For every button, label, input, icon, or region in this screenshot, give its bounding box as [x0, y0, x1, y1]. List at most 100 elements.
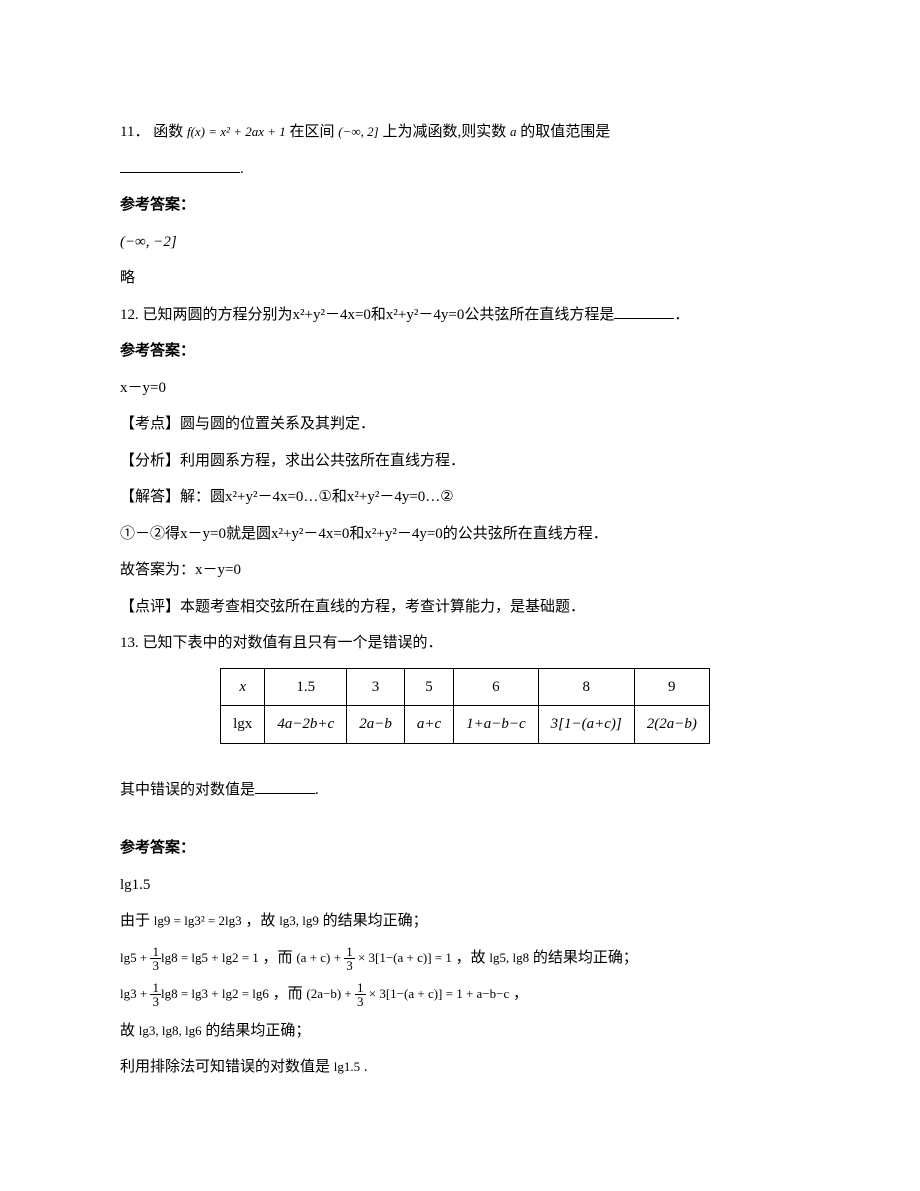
t: 利用排除法可知错误的对数值是 [120, 1059, 330, 1075]
denominator: 3 [150, 959, 161, 972]
q12-text1: 已知两圆的方程分别为x²+y²－4x=0和x²+y²－4y=0公共弦所在直线方程… [143, 307, 615, 323]
table-row: x 1.5 3 5 6 8 9 [221, 668, 710, 706]
th-5: 8 [538, 668, 634, 706]
q11-stem: 11． 函数 f(x) = x² + 2ax + 1 在区间 (−∞, 2] 上… [120, 118, 810, 147]
q11-answer: (−∞, −2] [120, 228, 810, 257]
q12-dianping: 【点评】本题考查相交弦所在直线的方程，考查计算能力，是基础题． [120, 593, 810, 622]
table-row: lgx 4a−2b+c 2a−b a+c 1+a−b−c 3[1−(a+c)] … [221, 706, 710, 744]
circled-1: ① [318, 488, 331, 505]
fraction: 13 [344, 945, 355, 972]
cell-6: 2(2a−b) [634, 706, 709, 744]
q13-period: . [315, 782, 319, 798]
cell-1: 4a−2b+c [265, 706, 347, 744]
t: 的结果均正确； [533, 950, 638, 966]
ref-answer-label: 参考答案： [120, 337, 810, 366]
t: 由于 [120, 913, 150, 929]
q12-jieda: 【解答】解：圆x²+y²－4x=0…①和x²+y²－4y=0…② [120, 483, 810, 512]
t: 的结果均正确； [323, 913, 428, 929]
q13-stem: 13. 已知下表中的对数值有且只有一个是错误的． [120, 629, 810, 658]
q13-answer: lg1.5 [120, 871, 810, 900]
q12-jieda-prefix: 【解答】解：圆x²+y²－4x=0… [120, 489, 318, 505]
fraction: 13 [150, 945, 161, 972]
q12-step2: ①－②得x－y=0就是圆x²+y²－4x=0和x²+y²－4y=0的公共弦所在直… [120, 520, 810, 549]
t: ，故 [456, 950, 486, 966]
formula: lg5 + [120, 950, 150, 965]
answer-blank [614, 301, 674, 319]
answer-blank [120, 155, 240, 173]
t: ，故 [245, 913, 275, 929]
q12-fenxi: 【分析】利用圆系方程，求出公共弦所在直线方程． [120, 447, 810, 476]
q13-line1: 由于 lg9 = lg3² = 2lg3 ，故 lg3, lg9 的结果均正确； [120, 907, 810, 936]
q11-period: . [240, 161, 244, 177]
numerator: 1 [150, 981, 161, 995]
circled-2: ② [440, 488, 453, 505]
denominator: 3 [150, 995, 161, 1008]
formula: (2a−b) + [306, 986, 355, 1001]
th-x: x [221, 668, 265, 706]
th-1: 1.5 [265, 668, 347, 706]
formula: lg8 = lg3 + lg2 = lg6 [161, 986, 269, 1001]
q13-tail-text: 其中错误的对数值是 [120, 782, 255, 798]
formula: × 3[1−(a + c)] = 1 + a−b−c [366, 986, 510, 1001]
t: ，而 [263, 950, 293, 966]
formula: lg3, lg9 [279, 913, 319, 928]
log-table: x 1.5 3 5 6 8 9 lgx 4a−2b+c 2a−b a+c 1+a… [220, 668, 710, 744]
q13-tail: 其中错误的对数值是. [120, 776, 810, 805]
cell-3: a+c [404, 706, 453, 744]
q11-interval: (−∞, 2] [338, 124, 378, 139]
numerator: 1 [344, 945, 355, 959]
formula: lg1.5 [334, 1059, 360, 1074]
denominator: 3 [355, 995, 366, 1008]
t: ， [513, 986, 528, 1002]
t: 故 [120, 1023, 135, 1039]
q12-jieda-mid: 和x²+y²－4y=0… [332, 489, 440, 505]
q13-line5: 利用排除法可知错误的对数值是 lg1.5 . [120, 1053, 810, 1082]
denominator: 3 [344, 959, 355, 972]
q11-var: a [510, 124, 517, 139]
formula: (a + c) + [296, 950, 344, 965]
q13-line4: 故 lg3, lg8, lg6 的结果均正确； [120, 1017, 810, 1046]
formula: lg9 = lg3² = 2lg3 [154, 913, 242, 928]
cell-2: 2a−b [347, 706, 405, 744]
th-6: 9 [634, 668, 709, 706]
q12-answer: x－y=0 [120, 374, 810, 403]
numerator: 1 [355, 981, 366, 995]
numerator: 1 [150, 945, 161, 959]
q12-kaodian: 【考点】圆与圆的位置关系及其判定． [120, 410, 810, 439]
answer-blank [255, 776, 315, 794]
row-label: lgx [221, 706, 265, 744]
q13-text: 已知下表中的对数值有且只有一个是错误的． [143, 635, 443, 651]
fraction: 13 [355, 981, 366, 1008]
q12-number: 12. [120, 307, 143, 323]
t: ，而 [273, 986, 303, 1002]
th-2: 3 [347, 668, 405, 706]
q13-number: 13. [120, 635, 143, 651]
formula: lg3 + [120, 986, 150, 1001]
q11-func: f(x) = x² + 2ax + 1 [187, 124, 286, 139]
t: . [364, 1059, 368, 1075]
q12-period: ． [674, 307, 689, 323]
t: 的结果均正确； [205, 1023, 310, 1039]
cell-5: 3[1−(a+c)] [538, 706, 634, 744]
q11-number: 11． [120, 124, 149, 140]
q13-line3: lg3 + 13lg8 = lg3 + lg2 = lg6 ，而 (2a−b) … [120, 980, 810, 1009]
cell-4: 1+a−b−c [454, 706, 539, 744]
ref-answer-label: 参考答案： [120, 834, 810, 863]
q11-mid1: 在区间 [290, 124, 335, 140]
q11-mid2: 上为减函数,则实数 [382, 124, 506, 140]
q12-gu: 故答案为：x－y=0 [120, 556, 810, 585]
q11-suffix: 的取值范围是 [520, 124, 610, 140]
q11-prefix: 函数 [153, 124, 183, 140]
formula: lg8 = lg5 + lg2 = 1 [161, 950, 259, 965]
th-4: 6 [454, 668, 539, 706]
q11-lue: 略 [120, 264, 810, 293]
fraction: 13 [150, 981, 161, 1008]
formula: lg5, lg8 [489, 950, 529, 965]
formula: lg3, lg8, lg6 [139, 1023, 202, 1038]
formula: × 3[1−(a + c)] = 1 [355, 950, 452, 965]
q11-blank-line: . [120, 155, 810, 184]
ref-answer-label: 参考答案： [120, 191, 810, 220]
q12-stem: 12. 已知两圆的方程分别为x²+y²－4x=0和x²+y²－4y=0公共弦所在… [120, 301, 810, 330]
th-3: 5 [404, 668, 453, 706]
document-page: 11． 函数 f(x) = x² + 2ax + 1 在区间 (−∞, 2] 上… [0, 0, 920, 1140]
